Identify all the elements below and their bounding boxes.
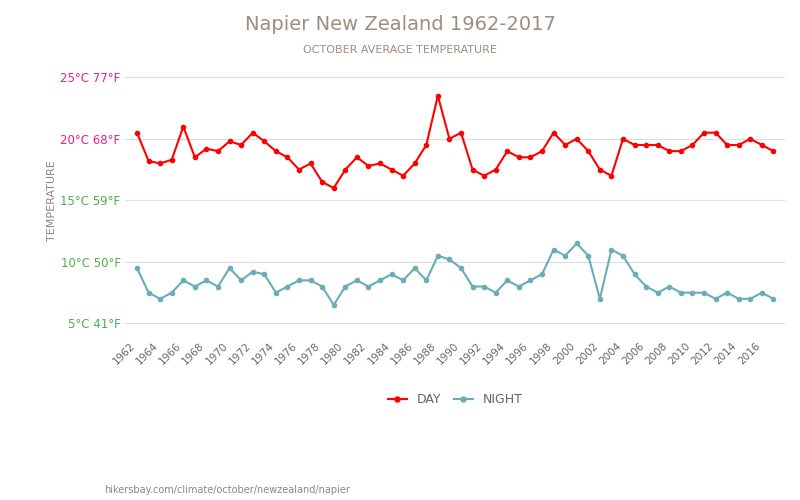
DAY [514, 154, 524, 160]
Line: NIGHT: NIGHT [135, 242, 775, 307]
DAY [144, 158, 154, 164]
Line: DAY: DAY [135, 94, 775, 190]
DAY [642, 142, 651, 148]
DAY [132, 130, 142, 136]
Text: hikersbay.com/climate/october/newzealand/napier: hikersbay.com/climate/october/newzealand… [104, 485, 350, 495]
NIGHT [560, 253, 570, 259]
Legend: DAY, NIGHT: DAY, NIGHT [383, 388, 527, 410]
NIGHT [132, 265, 142, 271]
NIGHT [329, 302, 338, 308]
DAY [375, 160, 385, 166]
DAY [329, 185, 338, 191]
NIGHT [144, 290, 154, 296]
DAY [572, 136, 582, 142]
NIGHT [375, 278, 385, 283]
NIGHT [538, 271, 547, 277]
NIGHT [572, 240, 582, 246]
DAY [549, 130, 558, 136]
Text: OCTOBER AVERAGE TEMPERATURE: OCTOBER AVERAGE TEMPERATURE [303, 45, 497, 55]
NIGHT [769, 296, 778, 302]
Text: Napier New Zealand 1962-2017: Napier New Zealand 1962-2017 [245, 15, 555, 34]
DAY [433, 93, 442, 99]
NIGHT [502, 278, 512, 283]
DAY [769, 148, 778, 154]
NIGHT [642, 284, 651, 290]
Y-axis label: TEMPERATURE: TEMPERATURE [47, 160, 57, 241]
